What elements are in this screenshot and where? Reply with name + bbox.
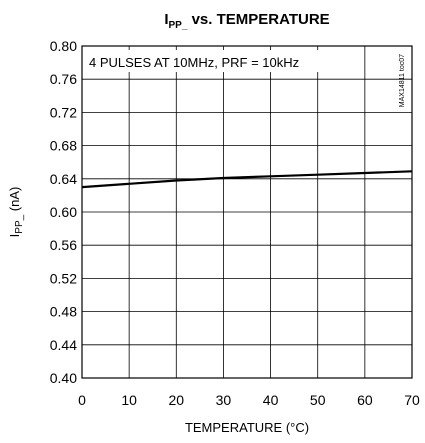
x-axis-label: TEMPERATURE (°C) [185,420,309,435]
x-tick-label: 20 [168,392,184,408]
y-tick-label: 0.48 [50,304,77,320]
y-tick-label: 0.80 [50,38,77,54]
x-tick-label: 70 [404,392,420,408]
y-tick-label: 0.52 [50,270,77,286]
plot-frame [81,45,413,379]
x-tick-label: 60 [357,392,373,408]
series [81,170,413,189]
x-tick-label: 30 [216,392,232,408]
y-tick-label: 0.68 [50,138,77,154]
tick-labels: 0 10 20 30 40 50 60 70 0.80 0.76 0.72 0.68 0.64 0.60 0… [50,38,420,408]
y-axis-label: IPP_ (nA) [7,187,25,238]
grid [81,45,413,379]
y-tick-label: 0.60 [50,204,77,220]
y-tick-label: 0.72 [50,104,77,120]
side-id: MAX14811 toc07 [399,54,406,107]
y-tick-label: 0.64 [50,171,77,187]
x-tick-label: 10 [121,392,137,408]
x-tick-label: 50 [310,392,326,408]
chart-title: IPP_ vs. TEMPERATURE [164,11,329,31]
annotation-box [84,50,350,72]
y-tick-label: 0.76 [50,71,77,87]
y-tick-label: 0.44 [50,337,77,353]
x-tick-label: 0 [78,392,86,408]
x-tick-label: 40 [263,392,279,408]
annotation: 4 PULSES AT 10MHz, PRF = 10kHz [89,55,299,70]
y-tick-label: 0.56 [50,237,77,253]
series-line [81,170,413,189]
y-tick-label: 0.40 [50,370,77,386]
